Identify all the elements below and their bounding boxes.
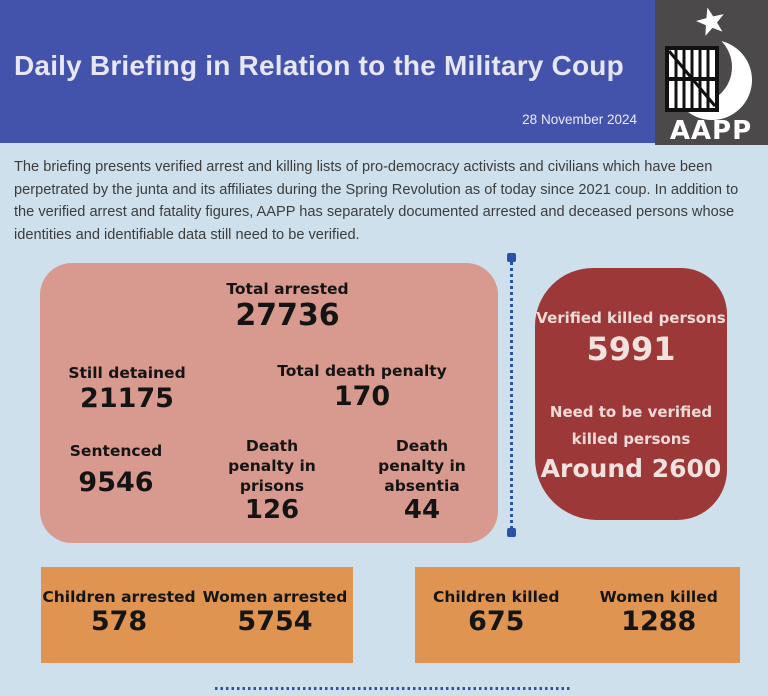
intro-paragraph: The briefing presents verified arrest an… [14,159,739,243]
header-date: 28 November 2024 [522,112,637,127]
stat-label: Sentenced [69,442,163,460]
stat-women-killed: Women killed 1288 [578,588,741,638]
stat-label: Still detained [68,364,186,382]
star-icon [696,7,724,36]
stat-label: Total arrested [226,280,349,298]
header-banner: Daily Briefing in Relation to the Milita… [0,0,768,146]
stat-label: killed persons [571,430,691,448]
stat-label: Total death penalty [277,362,447,380]
stat-total-death-penalty: Total death penalty 170 [272,361,452,412]
stat-value: 5991 [586,330,676,368]
stat-value: Around 2600 [540,454,722,483]
stat-death-penalty-prisons: Death penalty in prisons 126 [212,436,332,526]
stat-label: Women killed [599,587,718,606]
stat-value: 5754 [237,605,313,637]
stat-children-killed: Children killed 675 [415,588,578,638]
arrested-demographics-panel: Children arrested 578 Women arrested 575… [41,567,353,663]
dotted-connector-vertical [510,262,513,528]
stat-women-arrested: Women arrested 5754 [197,588,353,638]
stat-value: 675 [468,605,525,637]
killed-demographics-panel: Children killed 675 Women killed 1288 [415,567,740,663]
stat-total-arrested: Total arrested 27736 [160,279,415,334]
aapp-logo-graphic: AAPP [658,7,752,146]
stat-value: 126 [244,495,300,525]
stat-still-detained: Still detained 21175 [47,363,207,414]
stat-label: Death penalty in absentia [378,437,466,495]
stat-value: 170 [333,381,391,412]
stat-label: Death penalty in prisons [228,437,316,495]
stat-children-arrested: Children arrested 578 [41,588,197,638]
stat-value: 21175 [80,383,174,414]
dotted-connector-cap-top [507,253,516,262]
stat-value: 27736 [235,298,340,333]
dotted-rule-horizontal [215,687,570,690]
stat-value: 578 [90,605,148,637]
stat-sentenced: Sentenced 9546 [40,441,192,498]
aapp-logo: AAPP [655,0,768,146]
prison-bars-icon [665,46,719,112]
stat-label: Children killed [432,587,560,606]
page-title: Daily Briefing in Relation to the Milita… [14,50,624,81]
stat-label: Need to be verified [549,403,713,421]
aapp-logo-text: AAPP [670,116,752,145]
stat-value: 44 [403,495,441,525]
stat-value: 9546 [78,467,154,498]
arrest-stats-panel: Total arrested 27736 Still detained 2117… [40,263,498,543]
stat-label: Children arrested [42,587,196,606]
stat-value: 1288 [621,605,697,637]
dotted-connector-cap-bottom [507,528,516,537]
killed-stats-panel: Verified killed persons 5991 Need to be … [535,268,727,520]
stat-death-penalty-absentia: Death penalty in absentia 44 [362,436,482,526]
stat-label: Women arrested [202,587,348,606]
stat-label: Verified killed persons [536,309,726,327]
